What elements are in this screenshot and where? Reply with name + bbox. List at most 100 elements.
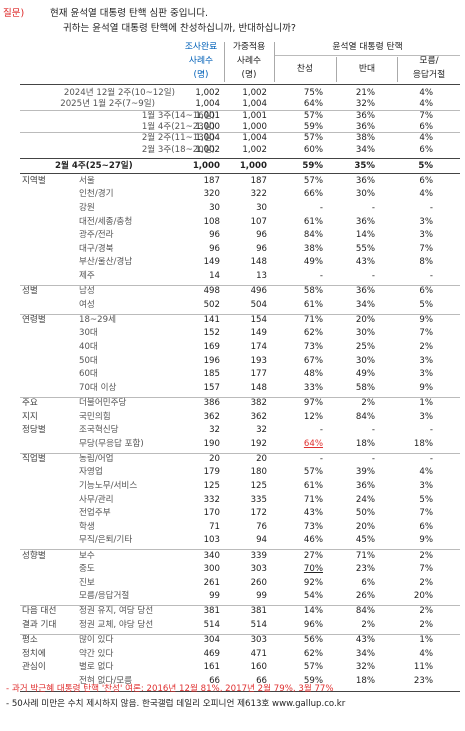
cell-yes: 64% <box>303 99 323 110</box>
subgroup-label: 진보 <box>79 577 95 588</box>
cell-no: 36% <box>355 286 375 297</box>
cell-no: 84% <box>355 411 375 422</box>
cell-dk: 8% <box>419 257 433 268</box>
cell-sample-weighted: 160 <box>250 662 267 673</box>
cell-sample-weighted: 148 <box>250 257 267 268</box>
cell-dk: - <box>429 271 433 281</box>
cell-yes: 54% <box>303 591 323 602</box>
cell-yes: 59% <box>302 160 323 171</box>
cell-dk: 4% <box>419 648 433 659</box>
cell-sample-done: 149 <box>203 257 220 268</box>
subgroup-label: 무당(무응답 포함) <box>79 438 144 449</box>
cell-dk: 3% <box>419 355 433 366</box>
cell-dk: 4% <box>419 99 433 110</box>
cell-yes: 56% <box>303 635 323 646</box>
table-row: 중도 300 303 70% 23% 7% <box>20 564 460 575</box>
cell-no: 26% <box>355 591 375 602</box>
subgroup-label: 많이 있다 <box>79 635 114 646</box>
cell-no: 84% <box>355 606 375 617</box>
table-row: 2월 2주(11~13일) 1,004 1,004 57% 38% 4% <box>20 133 460 144</box>
cell-dk: 3% <box>419 230 433 241</box>
cell-no: 30% <box>355 189 375 200</box>
cell-no: 36% <box>355 216 375 227</box>
cell-dk: 7% <box>419 243 433 254</box>
cell-dk: 11% <box>413 662 433 673</box>
table-row: 60대 185 177 48% 49% 3% <box>20 369 460 380</box>
cell-sample-done: 187 <box>203 175 220 186</box>
cell-yes: 48% <box>303 369 323 380</box>
cell-dk: - <box>429 453 433 464</box>
cell-no: 30% <box>355 328 375 339</box>
cell-sample-weighted: 125 <box>250 481 267 491</box>
question-tag: 질문) <box>3 8 25 19</box>
cell-sample-weighted: 30 <box>256 203 267 213</box>
subgroup-label: 보수 <box>79 550 95 561</box>
subgroup-label: 30대 <box>79 328 98 339</box>
cell-dk: 4% <box>419 467 433 478</box>
cell-dk: 2% <box>419 550 433 561</box>
cell-yes: 12% <box>303 411 323 422</box>
cell-sample-weighted: 1,004 <box>242 133 267 144</box>
cell-sample-weighted: 1,000 <box>242 121 267 132</box>
cell-yes: 61% <box>303 299 323 310</box>
cell-sample-done: 14 <box>209 271 220 281</box>
table-row: 2월 4주(25~27일) 1,000 1,000 59% 35% 5% <box>20 161 460 172</box>
cell-sample-weighted: 32 <box>256 425 267 436</box>
cell-yes: 60% <box>303 144 323 155</box>
cell-no: 39% <box>355 467 375 478</box>
cell-yes: 33% <box>303 382 323 393</box>
cell-sample-done: 1,000 <box>195 121 220 132</box>
cell-yes: 62% <box>303 328 323 339</box>
cell-yes: 64% <box>303 438 323 449</box>
subgroup-label: 기능노무/서비스 <box>79 481 138 491</box>
cell-sample-weighted: 1,004 <box>242 99 267 110</box>
period-label: 2월 3주(18~20일) <box>141 144 215 155</box>
cell-sample-done: 125 <box>203 481 220 491</box>
table-row: 모름/응답거절 99 99 54% 26% 20% <box>20 591 460 602</box>
cell-sample-weighted: 362 <box>250 411 267 422</box>
cell-yes: 57% <box>303 175 323 186</box>
cell-dk: 7% <box>419 110 433 121</box>
table-row: 50대 196 193 67% 30% 3% <box>20 356 460 367</box>
cell-yes: 66% <box>303 189 323 200</box>
cell-dk: 1% <box>419 635 433 646</box>
cell-sample-weighted: 339 <box>250 550 267 561</box>
table-row: 2024년 12월 2주(10~12일) 1,002 1,002 75% 21% 4% <box>20 88 460 99</box>
cell-sample-weighted: 382 <box>250 397 267 408</box>
cell-no: 38% <box>355 133 375 144</box>
cell-dk: 3% <box>419 411 433 422</box>
subgroup-label: 농림/어업 <box>79 453 114 464</box>
cell-sample-done: 161 <box>203 662 220 673</box>
cell-sample-done: 32 <box>209 425 220 436</box>
cell-dk: 3% <box>419 481 433 491</box>
cell-no: 2% <box>361 397 375 408</box>
cell-sample-done: 1,001 <box>195 110 220 121</box>
group-label: 평소 <box>22 635 38 646</box>
cell-yes: 75% <box>303 88 323 98</box>
subgroup-label: 40대 <box>79 342 98 352</box>
cell-sample-weighted: 96 <box>256 243 267 254</box>
cell-dk: 1% <box>419 397 433 408</box>
cell-sample-done: 386 <box>203 397 220 408</box>
cell-no: 36% <box>355 175 375 186</box>
subgroup-label: 인천/경기 <box>79 189 114 200</box>
cell-sample-weighted: 381 <box>250 606 267 617</box>
cell-no: 21% <box>355 88 375 98</box>
table-row: 관심이 별로 없다 161 160 57% 32% 11% <box>20 662 460 673</box>
table-row: 인천/경기 320 322 66% 30% 4% <box>20 189 460 200</box>
subgroup-label: 별로 없다 <box>79 662 114 673</box>
cell-dk: 2% <box>419 342 433 352</box>
cell-dk: 6% <box>419 521 433 532</box>
cell-sample-done: 340 <box>203 550 220 561</box>
subgroup-label: 자영업 <box>79 467 103 478</box>
cell-dk: 6% <box>419 175 433 186</box>
group-label: 관심이 <box>22 662 46 673</box>
cell-sample-weighted: 180 <box>250 467 267 478</box>
subgroup-label: 강원 <box>79 203 95 213</box>
question-block: 질문) 현재 윤석열 대통령 탄핵 심판 중입니다. 귀하는 윤석열 대통령 탄… <box>3 3 463 34</box>
cell-sample-weighted: 13 <box>256 271 267 281</box>
cell-yes: 96% <box>303 620 323 630</box>
subgroup-label: 남성 <box>79 286 95 297</box>
cell-no: - <box>371 203 375 213</box>
group-label: 결과 기대 <box>22 620 57 630</box>
